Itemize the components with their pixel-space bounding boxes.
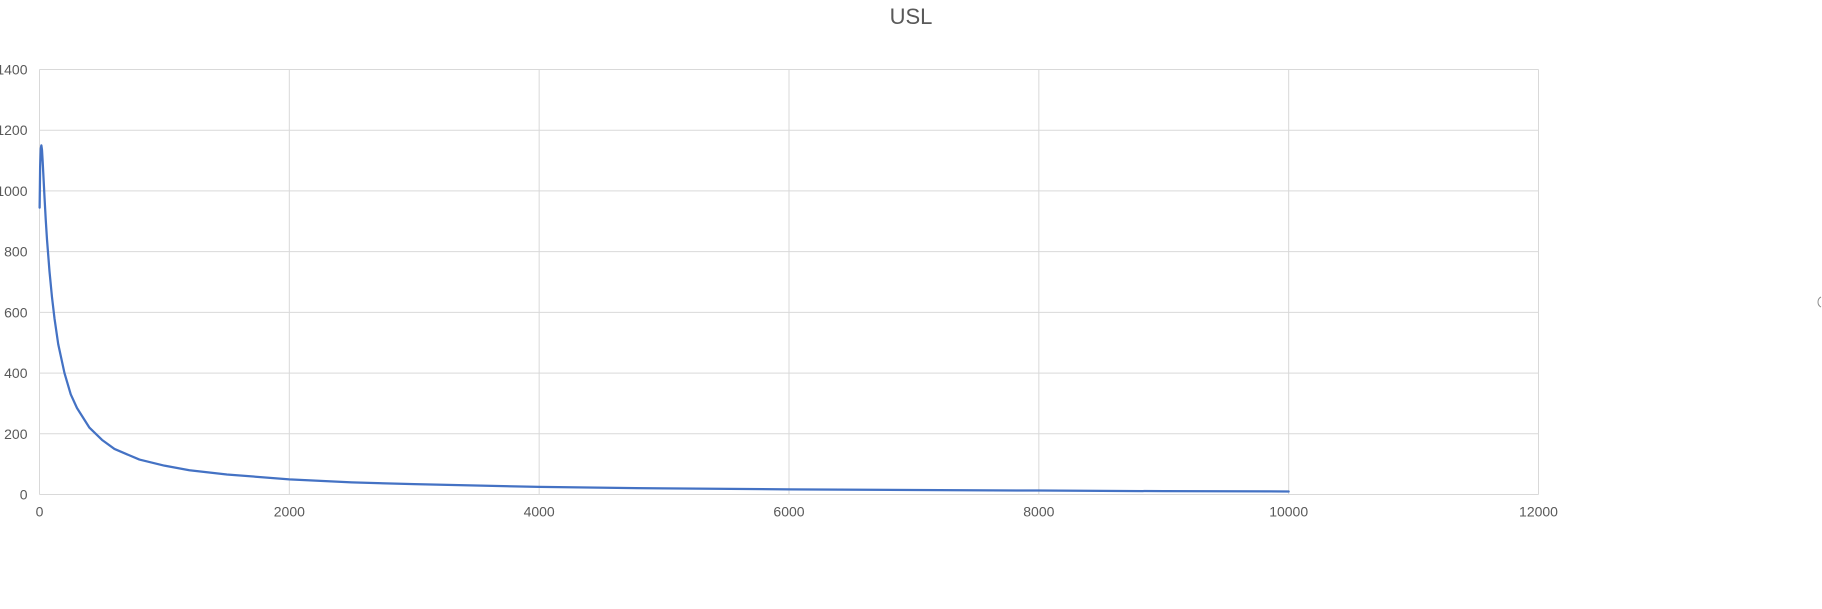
y-tick-label: 400 — [4, 365, 28, 381]
chart-title: USL — [889, 4, 933, 29]
y-tick-label: 800 — [4, 244, 28, 260]
axis-layer: 0 200 400 600 800 1000 1200 1400 0 2000 4000 6000 80… — [0, 62, 1558, 520]
x-tick-label: 12000 — [1519, 504, 1558, 520]
x-tick-label: 4000 — [524, 504, 555, 520]
y-tick-label: 1400 — [0, 62, 28, 78]
cropped-right-edge — [1816, 295, 1822, 309]
x-tick-label: 6000 — [773, 504, 804, 520]
y-tick-label: 600 — [4, 304, 28, 320]
y-tick-label: 1000 — [0, 183, 28, 199]
series-layer — [38, 144, 1290, 493]
x-tick-label: 0 — [36, 504, 44, 520]
x-tick-label: 10000 — [1269, 504, 1308, 520]
x-tick-label: 8000 — [1023, 504, 1054, 520]
y-tick-label: 1200 — [0, 122, 28, 138]
y-tick-label: 200 — [4, 426, 28, 442]
y-tick-label: 0 — [20, 487, 28, 503]
grid-layer — [39, 69, 1539, 495]
x-tick-label: 2000 — [274, 504, 305, 520]
series-line — [38, 144, 1290, 493]
